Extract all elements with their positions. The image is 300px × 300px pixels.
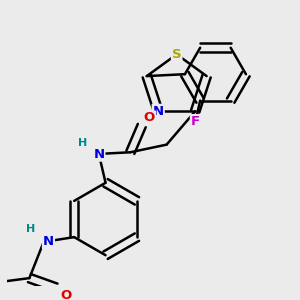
Text: S: S (172, 48, 182, 61)
Text: H: H (78, 138, 87, 148)
Text: N: N (43, 236, 54, 248)
Text: F: F (191, 115, 200, 128)
Text: O: O (144, 111, 155, 124)
Text: H: H (26, 224, 35, 233)
Text: N: N (153, 105, 164, 118)
Text: N: N (93, 148, 104, 161)
Text: O: O (60, 289, 71, 300)
